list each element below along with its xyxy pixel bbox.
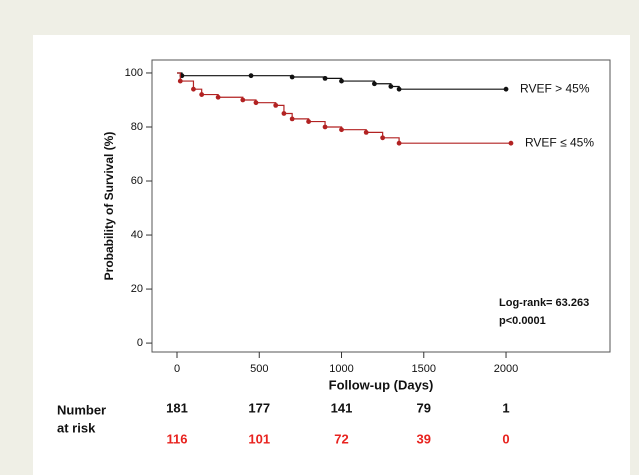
- censor-mark: [281, 111, 287, 116]
- censor-mark: [177, 78, 183, 84]
- censor-mark: [388, 84, 394, 89]
- censor-mark: [240, 97, 246, 103]
- panel: [33, 35, 630, 475]
- censor-mark: [508, 140, 514, 146]
- censor-mark: [199, 92, 205, 97]
- risk-count: 116: [167, 431, 188, 446]
- risk-count: 79: [417, 400, 431, 415]
- risk-count: 39: [417, 431, 431, 446]
- censor-mark: [322, 124, 328, 130]
- risk-count: 177: [248, 400, 270, 415]
- x-axis-label: Follow-up (Days): [329, 377, 434, 392]
- censor-mark: [339, 127, 344, 133]
- y-tick-label: 100: [125, 67, 143, 79]
- risk-label: at risk: [57, 420, 96, 435]
- y-axis-label: Probability of Survival (%): [102, 132, 116, 281]
- censor-mark: [380, 135, 386, 141]
- censor-mark: [306, 119, 312, 124]
- censor-mark: [289, 74, 295, 80]
- x-tick-label: 0: [174, 363, 180, 375]
- annotation: p<0.0001: [499, 315, 546, 327]
- y-tick-label: 80: [131, 121, 143, 133]
- censor-mark: [339, 78, 344, 84]
- x-tick-label: 500: [250, 363, 268, 375]
- annotation: Log-rank= 63.263: [499, 297, 589, 309]
- censor-mark: [248, 73, 254, 79]
- censor-mark: [396, 86, 402, 92]
- y-tick-label: 20: [131, 283, 143, 295]
- x-tick-label: 1000: [329, 363, 353, 375]
- y-tick-label: 0: [137, 337, 143, 349]
- y-tick-label: 60: [131, 175, 143, 187]
- risk-count: 1: [502, 400, 509, 415]
- risk-count: 141: [331, 400, 353, 415]
- censor-mark: [396, 140, 402, 146]
- y-tick-label: 40: [131, 229, 143, 241]
- series-label: RVEF > 45%: [520, 81, 590, 95]
- censor-mark: [215, 94, 221, 100]
- censor-mark: [253, 100, 259, 106]
- censor-mark: [372, 81, 377, 87]
- risk-count: 72: [334, 431, 348, 446]
- censor-mark: [191, 86, 196, 92]
- series-label: RVEF ≤ 45%: [525, 135, 594, 149]
- risk-count: 101: [248, 431, 270, 446]
- censor-mark: [503, 86, 509, 92]
- plot-frame: [151, 59, 611, 353]
- censor-mark: [363, 129, 369, 135]
- censor-mark: [289, 116, 295, 122]
- risk-count: 0: [502, 431, 509, 446]
- survival-curve: [177, 72, 507, 90]
- censor-mark: [273, 102, 279, 108]
- x-tick-label: 2000: [494, 363, 518, 375]
- risk-label: Number: [57, 402, 106, 417]
- x-tick-label: 1500: [412, 363, 436, 375]
- censor-mark: [322, 75, 328, 81]
- risk-count: 181: [166, 400, 188, 415]
